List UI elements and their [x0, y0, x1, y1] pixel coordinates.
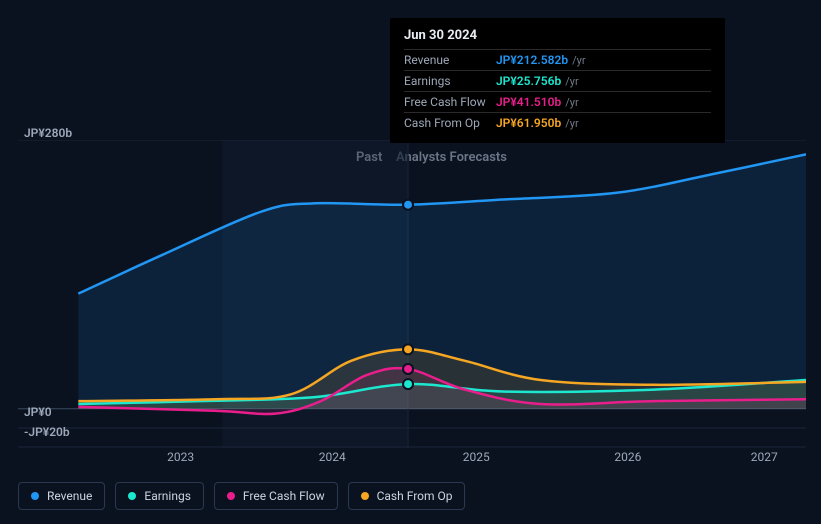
- tooltip-row-label: Earnings: [404, 74, 496, 88]
- y-axis-top-label: JP¥280b: [24, 126, 72, 140]
- legend-item[interactable]: Cash From Op: [348, 482, 466, 510]
- chart-legend: Revenue Earnings Free Cash Flow Cash From O…: [18, 482, 465, 510]
- tooltip-row-value: JP¥61.950b: [496, 116, 561, 130]
- legend-label: Earnings: [144, 489, 191, 503]
- tooltip-row-value: JP¥212.582b: [496, 53, 568, 67]
- tooltip-title: Jun 30 2024: [404, 28, 711, 43]
- chart-tooltip: Jun 30 2024 RevenueJP¥212.582b/yrEarning…: [390, 18, 725, 143]
- tooltip-row-value: JP¥41.510b: [496, 95, 561, 109]
- x-tick-label: 2023: [167, 450, 194, 464]
- tooltip-row: EarningsJP¥25.756b/yr: [404, 70, 711, 91]
- x-tick-label: 2024: [319, 450, 346, 464]
- y-axis-bottom-label: -JP¥20b: [24, 425, 70, 439]
- x-tick-label: 2026: [614, 450, 641, 464]
- legend-label: Revenue: [47, 489, 92, 503]
- x-tick-label: 2027: [751, 450, 778, 464]
- legend-dot-icon: [227, 492, 235, 500]
- legend-dot-icon: [128, 492, 136, 500]
- legend-dot-icon: [31, 492, 39, 500]
- legend-label: Free Cash Flow: [243, 489, 325, 503]
- legend-item[interactable]: Revenue: [18, 482, 105, 510]
- tooltip-row-label: Free Cash Flow: [404, 95, 496, 109]
- tooltip-row: RevenueJP¥212.582b/yr: [404, 49, 711, 70]
- x-tick-label: 2025: [463, 450, 490, 464]
- chart-plot-area[interactable]: [18, 140, 806, 448]
- legend-label: Cash From Op: [377, 489, 453, 503]
- tooltip-row: Cash From OpJP¥61.950b/yr: [404, 112, 711, 133]
- tooltip-row-label: Cash From Op: [404, 116, 496, 130]
- tooltip-row-unit: /yr: [565, 75, 578, 88]
- tooltip-row-unit: /yr: [572, 54, 585, 67]
- legend-dot-icon: [361, 492, 369, 500]
- tooltip-row: Free Cash FlowJP¥41.510b/yr: [404, 91, 711, 112]
- chart-svg: [18, 140, 806, 448]
- tooltip-row-label: Revenue: [404, 53, 496, 67]
- tooltip-row-unit: /yr: [565, 96, 578, 109]
- legend-item[interactable]: Earnings: [115, 482, 204, 510]
- y-axis-zero-label: JP¥0: [24, 405, 52, 419]
- tooltip-row-value: JP¥25.756b: [496, 74, 561, 88]
- tooltip-row-unit: /yr: [565, 117, 578, 130]
- legend-item[interactable]: Free Cash Flow: [214, 482, 338, 510]
